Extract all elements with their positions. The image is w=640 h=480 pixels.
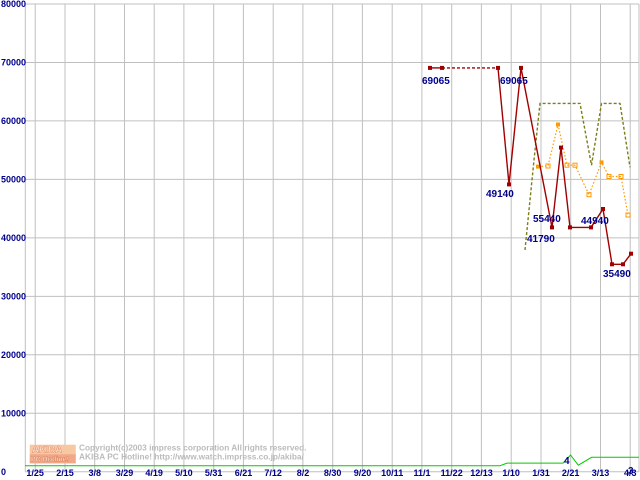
svg-text:3/8: 3/8 bbox=[88, 468, 101, 478]
svg-text:40000: 40000 bbox=[1, 233, 26, 243]
svg-text:30000: 30000 bbox=[1, 292, 26, 302]
svg-text:49140: 49140 bbox=[486, 189, 514, 200]
svg-text:69065: 69065 bbox=[422, 76, 450, 87]
svg-text:1/10: 1/10 bbox=[502, 468, 520, 478]
svg-text:11/1: 11/1 bbox=[413, 468, 430, 478]
svg-text:6/21: 6/21 bbox=[235, 468, 253, 478]
svg-text:10/11: 10/11 bbox=[381, 468, 403, 478]
svg-text:10000: 10000 bbox=[1, 409, 26, 419]
svg-text:3/13: 3/13 bbox=[592, 468, 610, 478]
svg-text:4/19: 4/19 bbox=[145, 468, 163, 478]
svg-text:7/12: 7/12 bbox=[264, 468, 282, 478]
svg-text:5/10: 5/10 bbox=[175, 468, 193, 478]
svg-text:35490: 35490 bbox=[603, 269, 631, 280]
svg-text:12/13: 12/13 bbox=[470, 468, 493, 478]
svg-text:20000: 20000 bbox=[1, 350, 26, 360]
svg-text:8/2: 8/2 bbox=[297, 468, 310, 478]
svg-text:69065: 69065 bbox=[500, 76, 528, 87]
svg-text:8/30: 8/30 bbox=[324, 468, 342, 478]
svg-text:PC Hotline!: PC Hotline! bbox=[31, 457, 69, 464]
svg-text:60000: 60000 bbox=[1, 116, 26, 126]
svg-text:41790: 41790 bbox=[527, 234, 555, 245]
svg-text:2/15: 2/15 bbox=[56, 468, 74, 478]
svg-text:3: 3 bbox=[628, 466, 634, 477]
svg-text:11/22: 11/22 bbox=[441, 468, 463, 478]
svg-text:0: 0 bbox=[1, 467, 6, 477]
svg-text:1/25: 1/25 bbox=[26, 468, 44, 478]
svg-text:80000: 80000 bbox=[1, 0, 26, 9]
svg-text:AKIBA PC Hotline! http://www: AKIBA PC Hotline! http://www.watch.impre… bbox=[79, 452, 305, 462]
svg-text:4: 4 bbox=[564, 456, 570, 467]
svg-text:50000: 50000 bbox=[1, 175, 26, 185]
svg-text:AKIBA: AKIBA bbox=[32, 445, 62, 456]
svg-text:5/31: 5/31 bbox=[205, 468, 223, 478]
svg-text:2/21: 2/21 bbox=[562, 468, 580, 478]
svg-text:55440: 55440 bbox=[533, 214, 561, 225]
svg-text:9/20: 9/20 bbox=[354, 468, 372, 478]
svg-text:70000: 70000 bbox=[1, 58, 26, 68]
svg-text:44940: 44940 bbox=[581, 216, 609, 227]
svg-text:3/29: 3/29 bbox=[116, 468, 134, 478]
svg-text:1/31: 1/31 bbox=[532, 468, 550, 478]
